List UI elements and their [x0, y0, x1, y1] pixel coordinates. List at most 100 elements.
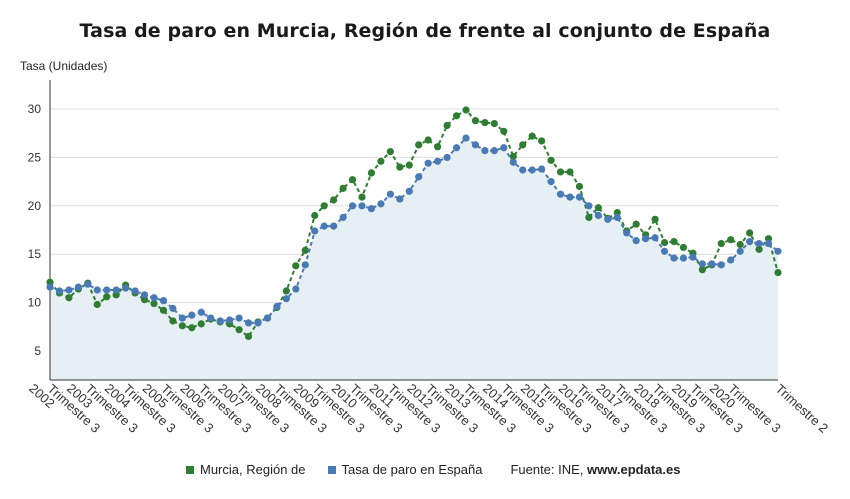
point-espana[interactable] — [443, 153, 451, 162]
point-espana[interactable] — [755, 239, 763, 248]
point-espana[interactable] — [273, 302, 281, 311]
point-espana[interactable] — [538, 165, 546, 173]
point-murcia[interactable] — [415, 141, 423, 149]
point-espana[interactable] — [178, 314, 186, 322]
point-espana[interactable] — [112, 286, 120, 294]
point-espana[interactable] — [339, 213, 347, 222]
point-espana[interactable] — [424, 159, 432, 167]
point-murcia[interactable] — [235, 326, 243, 334]
point-murcia[interactable] — [93, 300, 101, 309]
point-murcia[interactable] — [566, 168, 574, 176]
point-espana[interactable] — [131, 287, 139, 295]
point-espana[interactable] — [471, 141, 480, 149]
point-espana[interactable] — [528, 166, 536, 174]
point-murcia[interactable] — [358, 193, 366, 201]
point-murcia[interactable] — [311, 211, 319, 220]
point-murcia[interactable] — [443, 121, 451, 130]
point-espana[interactable] — [386, 190, 394, 198]
point-murcia[interactable] — [717, 239, 725, 248]
point-espana[interactable] — [651, 234, 659, 242]
point-espana[interactable] — [585, 202, 593, 210]
point-murcia[interactable] — [377, 157, 385, 165]
point-murcia[interactable] — [367, 169, 376, 177]
point-murcia[interactable] — [509, 152, 517, 161]
point-espana[interactable] — [150, 294, 158, 302]
point-espana[interactable] — [358, 202, 366, 210]
point-espana[interactable] — [55, 287, 64, 295]
point-espana[interactable] — [481, 147, 489, 155]
point-espana[interactable] — [594, 211, 602, 220]
point-murcia[interactable] — [65, 294, 73, 302]
point-espana[interactable] — [348, 202, 357, 210]
point-murcia[interactable] — [698, 266, 706, 274]
point-murcia[interactable] — [405, 161, 413, 169]
point-murcia[interactable] — [348, 176, 357, 184]
point-murcia[interactable] — [736, 240, 744, 249]
point-murcia[interactable] — [471, 117, 480, 125]
point-espana[interactable] — [679, 254, 688, 262]
point-espana[interactable] — [244, 319, 253, 327]
point-espana[interactable] — [396, 195, 404, 203]
point-espana[interactable] — [415, 173, 423, 181]
point-murcia[interactable] — [424, 136, 432, 144]
point-murcia[interactable] — [556, 168, 565, 176]
point-murcia[interactable] — [320, 202, 328, 210]
point-espana[interactable] — [65, 286, 73, 294]
point-murcia[interactable] — [594, 204, 602, 212]
point-espana[interactable] — [490, 147, 498, 155]
point-espana[interactable] — [746, 238, 754, 246]
point-murcia[interactable] — [727, 236, 735, 244]
point-espana[interactable] — [613, 213, 621, 222]
point-murcia[interactable] — [670, 238, 678, 246]
point-murcia[interactable] — [651, 215, 659, 223]
point-murcia[interactable] — [755, 245, 763, 253]
point-murcia[interactable] — [538, 137, 546, 145]
point-murcia[interactable] — [481, 118, 489, 127]
point-murcia[interactable] — [547, 156, 555, 164]
point-murcia[interactable] — [103, 293, 111, 301]
source-link[interactable]: www.epdata.es — [587, 462, 681, 477]
point-espana[interactable] — [698, 260, 706, 268]
point-murcia[interactable] — [660, 238, 669, 247]
point-espana[interactable] — [452, 144, 461, 152]
point-espana[interactable] — [46, 283, 54, 291]
point-murcia[interactable] — [632, 220, 640, 228]
point-espana[interactable] — [159, 297, 168, 305]
point-espana[interactable] — [575, 193, 584, 201]
point-espana[interactable] — [509, 158, 517, 166]
point-espana[interactable] — [103, 286, 111, 294]
point-espana[interactable] — [235, 314, 243, 322]
point-murcia[interactable] — [244, 332, 253, 341]
point-espana[interactable] — [604, 215, 612, 223]
point-espana[interactable] — [216, 317, 224, 325]
point-espana[interactable] — [377, 200, 385, 208]
point-espana[interactable] — [642, 235, 650, 243]
point-espana[interactable] — [226, 316, 234, 324]
point-murcia[interactable] — [178, 322, 186, 330]
point-espana[interactable] — [207, 314, 215, 322]
point-espana[interactable] — [708, 260, 716, 268]
point-murcia[interactable] — [462, 106, 470, 114]
point-espana[interactable] — [197, 308, 205, 316]
point-murcia[interactable] — [396, 163, 404, 171]
point-murcia[interactable] — [169, 317, 177, 325]
point-espana[interactable] — [140, 291, 149, 299]
point-espana[interactable] — [519, 166, 527, 174]
point-murcia[interactable] — [490, 119, 498, 128]
point-espana[interactable] — [330, 222, 338, 230]
point-espana[interactable] — [84, 280, 92, 288]
point-espana[interactable] — [122, 284, 130, 292]
point-murcia[interactable] — [386, 148, 394, 156]
point-espana[interactable] — [736, 247, 744, 255]
point-espana[interactable] — [727, 256, 735, 264]
point-espana[interactable] — [93, 286, 101, 294]
point-espana[interactable] — [282, 295, 290, 303]
point-murcia[interactable] — [679, 243, 688, 252]
legend-item-murcia[interactable]: Murcia, Región de — [186, 462, 306, 477]
point-murcia[interactable] — [301, 246, 309, 254]
point-murcia[interactable] — [746, 229, 754, 237]
point-murcia[interactable] — [774, 268, 782, 277]
point-murcia[interactable] — [500, 127, 508, 135]
point-espana[interactable] — [367, 205, 376, 213]
point-espana[interactable] — [547, 178, 555, 186]
